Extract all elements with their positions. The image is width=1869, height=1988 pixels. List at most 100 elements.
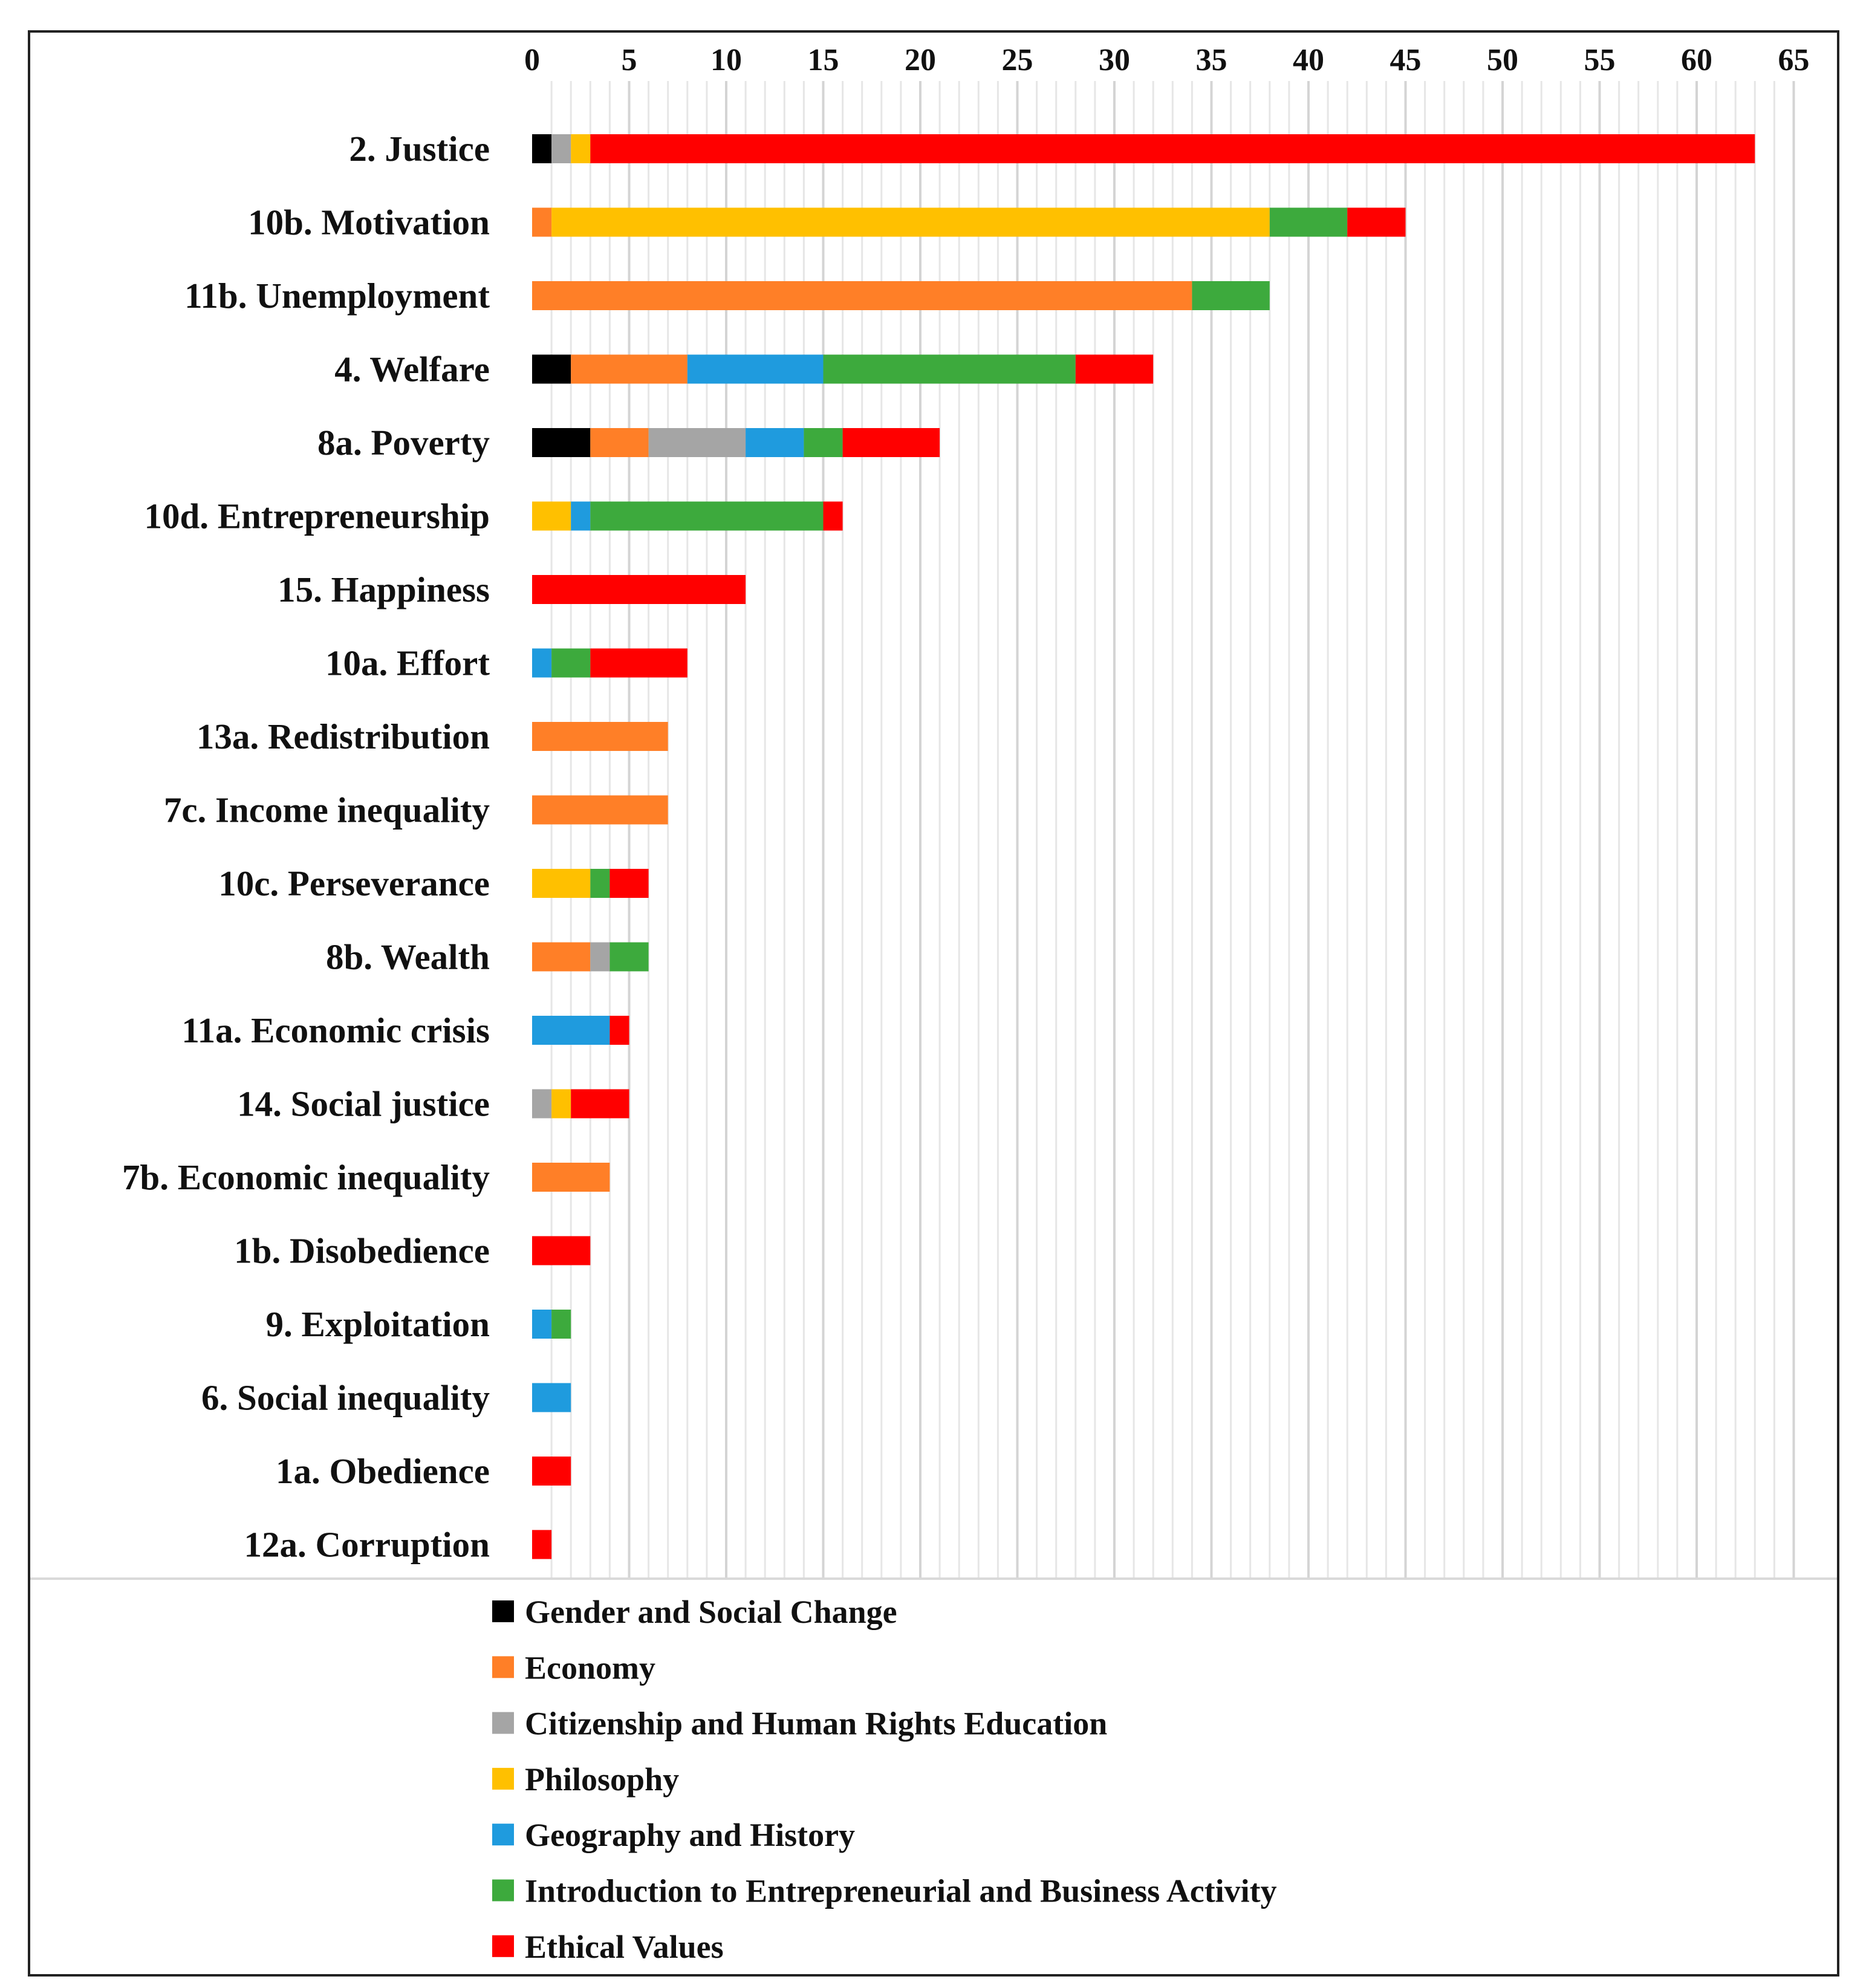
- category-label: 15. Happiness: [278, 570, 490, 609]
- legend: Gender and Social Change Economy Citizensh…: [492, 1594, 1277, 1965]
- bar-segment: [532, 1530, 552, 1559]
- legend-label: Ethical Values: [525, 1929, 724, 1965]
- x-tick-label: 35: [1196, 43, 1227, 77]
- category-labels: 2. Justice 10b. Motivation 11b. Unemployme…: [122, 129, 490, 1565]
- bar-segment: [532, 281, 1192, 310]
- bar-segment: [532, 428, 591, 457]
- bar-segment: [551, 1089, 571, 1119]
- bar-segment: [551, 648, 591, 678]
- x-tick-label: 55: [1584, 43, 1616, 77]
- bar-segment: [590, 648, 687, 678]
- bar-segment: [571, 501, 591, 531]
- bar-segment: [609, 869, 649, 898]
- category-label: 10c. Perseverance: [218, 863, 490, 903]
- category-label: 10a. Effort: [325, 643, 490, 683]
- bar-segment: [551, 207, 1270, 237]
- x-axis-ticks: 0 5 10 15 20 25 30 35 40 45 50 55 60 65: [524, 43, 1810, 77]
- bar-segment: [823, 501, 843, 531]
- legend-label: Citizenship and Human Rights Education: [525, 1706, 1107, 1742]
- x-tick-label: 10: [710, 43, 742, 77]
- category-label: 1a. Obedience: [276, 1451, 490, 1491]
- bar-segment: [532, 648, 552, 678]
- bar-segment: [551, 1310, 571, 1339]
- bar-segment: [842, 428, 940, 457]
- bar-segment: [532, 869, 591, 898]
- legend-swatch: [492, 1767, 514, 1790]
- category-label: 7b. Economic inequality: [122, 1157, 490, 1197]
- bar-segment: [1075, 354, 1154, 384]
- category-label: 14. Social justice: [237, 1084, 490, 1124]
- bar-segment: [1269, 207, 1348, 237]
- bar-segment: [532, 575, 746, 604]
- legend-swatch: [492, 1824, 514, 1846]
- x-tick-label: 65: [1778, 43, 1810, 77]
- category-label: 10b. Motivation: [248, 203, 490, 242]
- bar-segment: [590, 942, 610, 972]
- bar-segment: [590, 501, 824, 531]
- category-label: 13a. Redistribution: [197, 716, 490, 756]
- x-tick-label: 5: [622, 43, 637, 77]
- legend-label: Economy: [525, 1649, 655, 1686]
- category-label: 7c. Income inequality: [164, 790, 490, 830]
- bar-segment: [532, 134, 552, 163]
- bar-segment: [532, 501, 571, 531]
- bar-segment: [532, 207, 552, 237]
- bar-segment: [590, 428, 649, 457]
- category-label: 6. Social inequality: [201, 1378, 490, 1418]
- x-tick-label: 40: [1293, 43, 1324, 77]
- legend-swatch: [492, 1600, 514, 1622]
- bar-segment: [532, 722, 668, 751]
- bar-segment: [532, 1383, 571, 1412]
- bar-segment: [609, 942, 649, 972]
- legend-swatch: [492, 1656, 514, 1678]
- legend-label: Gender and Social Change: [525, 1594, 897, 1630]
- x-tick-label: 60: [1681, 43, 1712, 77]
- bar-segment: [823, 354, 1076, 384]
- x-tick-label: 25: [1002, 43, 1033, 77]
- bar-segment: [532, 1089, 552, 1119]
- legend-swatch: [492, 1712, 514, 1734]
- x-tick-label: 30: [1099, 43, 1130, 77]
- category-label: 1b. Disobedience: [234, 1231, 490, 1271]
- x-tick-label: 0: [524, 43, 540, 77]
- bar-segment: [532, 795, 668, 825]
- bar-segment: [1192, 281, 1270, 310]
- bar-segment: [590, 869, 610, 898]
- chart-frame: 0 5 10 15 20 25 30 35 40 45 50 55 60 65 2. Justice 10b…: [28, 30, 1839, 1977]
- x-tick-label: 50: [1487, 43, 1518, 77]
- category-label: 4. Welfare: [334, 349, 490, 389]
- bar-segment: [571, 134, 591, 163]
- category-label: 11b. Unemployment: [184, 276, 490, 316]
- legend-label: Philosophy: [525, 1761, 679, 1798]
- legend-swatch: [492, 1879, 514, 1902]
- bar-segment: [532, 1310, 552, 1339]
- category-label: 12a. Corruption: [244, 1525, 490, 1565]
- category-label: 11a. Economic crisis: [181, 1010, 490, 1050]
- category-label: 8a. Poverty: [317, 423, 490, 463]
- bar-segment: [590, 134, 1755, 163]
- bar-segment: [571, 354, 687, 384]
- category-label: 10d. Entrepreneurship: [144, 496, 490, 536]
- category-label: 2. Justice: [349, 129, 490, 169]
- bars: [532, 134, 1755, 1559]
- bar-segment: [804, 428, 843, 457]
- bar-segment: [1347, 207, 1406, 237]
- bar-segment: [532, 1163, 610, 1192]
- x-tick-label: 45: [1390, 43, 1422, 77]
- x-tick-label: 15: [808, 43, 839, 77]
- bar-segment: [532, 1016, 610, 1045]
- legend-label: Introduction to Entrepreneurial and Busi…: [525, 1873, 1277, 1909]
- legend-swatch: [492, 1935, 514, 1957]
- bar-segment: [571, 1089, 629, 1119]
- bar-segment: [746, 428, 804, 457]
- category-label: 9. Exploitation: [266, 1304, 490, 1344]
- bar-segment: [687, 354, 824, 384]
- legend-label: Geography and History: [525, 1817, 855, 1853]
- bar-segment: [648, 428, 746, 457]
- x-tick-label: 20: [905, 43, 936, 77]
- gridlines: [550, 81, 1795, 1579]
- bar-segment: [551, 134, 571, 163]
- bar-segment: [609, 1016, 629, 1045]
- stacked-bar-chart: 0 5 10 15 20 25 30 35 40 45 50 55 60 65 2. Justice 10b…: [30, 43, 1837, 1965]
- category-label: 8b. Wealth: [326, 937, 490, 977]
